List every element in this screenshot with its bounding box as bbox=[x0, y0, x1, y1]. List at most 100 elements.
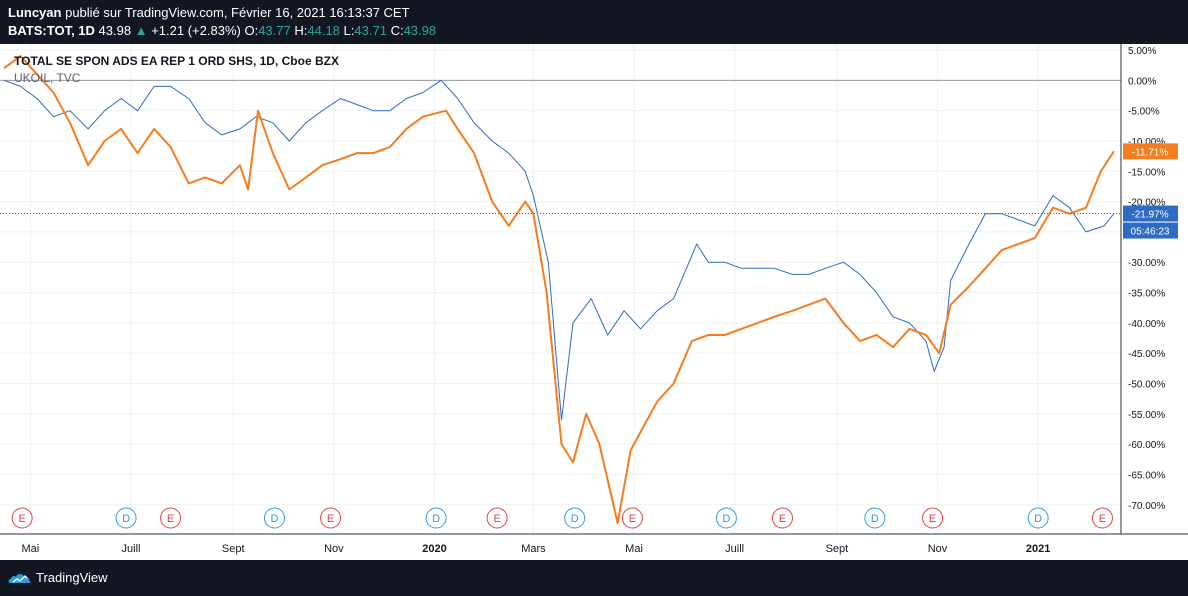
x-tick-label: Nov bbox=[928, 543, 948, 555]
x-tick-label: Mai bbox=[22, 543, 40, 555]
earnings-marker[interactable]: E bbox=[486, 507, 508, 529]
marker-circle bbox=[320, 507, 342, 529]
marker-letter: D bbox=[432, 513, 440, 525]
dividend-marker[interactable]: D bbox=[715, 507, 737, 529]
price-axis[interactable]: 5.00%0.00%-5.00%-10.00%-15.00%-20.00%-25… bbox=[1128, 46, 1165, 512]
marker-letter: D bbox=[871, 513, 879, 525]
legend-compare[interactable]: UKOIL, TVC bbox=[14, 71, 81, 85]
earnings-marker[interactable]: E bbox=[1091, 507, 1113, 529]
dividend-marker[interactable]: D bbox=[1027, 507, 1049, 529]
published-text: publié sur TradingView.com, Février 16, … bbox=[65, 5, 410, 20]
marker-letter: E bbox=[629, 513, 636, 525]
dividend-marker[interactable]: D bbox=[864, 507, 886, 529]
marker-letter: D bbox=[571, 513, 579, 525]
up-arrow-icon: ▲ bbox=[134, 23, 148, 38]
ukoil-last-value: -11.71% bbox=[1132, 147, 1169, 158]
marker-letter: D bbox=[722, 513, 730, 525]
countdown-value: 05:46:23 bbox=[1131, 227, 1170, 238]
y-tick-label: -5.00% bbox=[1128, 107, 1160, 118]
low-value: 43.71 bbox=[354, 23, 387, 38]
earnings-marker[interactable]: E bbox=[160, 507, 182, 529]
marker-letter: D bbox=[271, 513, 279, 525]
total-last-value: -21.97% bbox=[1131, 210, 1168, 221]
symbol-label: BATS:TOT, 1D bbox=[8, 23, 95, 38]
earnings-marker[interactable]: E bbox=[922, 507, 944, 529]
price-value: 43.98 bbox=[98, 23, 132, 38]
y-tick-label: -55.00% bbox=[1128, 410, 1165, 421]
x-tick-label: Juill bbox=[122, 543, 141, 555]
series-lines bbox=[0, 55, 1121, 524]
time-axis[interactable]: Mai Juill Sept Nov 2020 Mars Mai Juill Sept Nov 20… bbox=[22, 543, 1051, 555]
tradingview-cloud-icon bbox=[8, 573, 31, 583]
marker-circle bbox=[1091, 507, 1113, 529]
marker-letter: E bbox=[493, 513, 500, 525]
earnings-marker[interactable]: E bbox=[771, 507, 793, 529]
y-tick-label: 0.00% bbox=[1128, 76, 1156, 87]
y-tick-label: -35.00% bbox=[1128, 289, 1165, 300]
marker-circle bbox=[621, 507, 643, 529]
dividend-marker[interactable]: D bbox=[115, 507, 137, 529]
change-value: +1.21 (+2.83%) bbox=[151, 23, 241, 38]
ohlc-line: BATS:TOT, 1D 43.98 ▲ +1.21 (+2.83%) O:43… bbox=[8, 23, 436, 38]
marker-circle bbox=[263, 507, 285, 529]
marker-circle bbox=[425, 507, 447, 529]
y-tick-label: -60.00% bbox=[1128, 440, 1165, 451]
y-tick-label: -15.00% bbox=[1128, 167, 1165, 178]
x-tick-label: 2021 bbox=[1026, 543, 1050, 555]
marker-circle bbox=[160, 507, 182, 529]
marker-letter: E bbox=[327, 513, 334, 525]
marker-circle bbox=[115, 507, 137, 529]
x-tick-label: Nov bbox=[324, 543, 344, 555]
marker-letter: E bbox=[1099, 513, 1106, 525]
x-tick-label: Sept bbox=[222, 543, 245, 555]
marker-circle bbox=[771, 507, 793, 529]
marker-letter: E bbox=[167, 513, 174, 525]
legend-main[interactable]: TOTAL SE SPON ADS EA REP 1 ORD SHS, 1D, … bbox=[14, 54, 339, 68]
series-line-total bbox=[3, 79, 1115, 421]
y-tick-label: -20.00% bbox=[1128, 198, 1165, 209]
y-tick-label: -65.00% bbox=[1128, 470, 1165, 481]
earnings-marker[interactable]: E bbox=[621, 507, 643, 529]
last-value-labels: -11.71% -21.97% 05:46:23 bbox=[1123, 143, 1178, 239]
dividend-marker[interactable]: D bbox=[425, 507, 447, 529]
marker-circle bbox=[922, 507, 944, 529]
close-value: 43.98 bbox=[403, 23, 437, 38]
publish-line: Luncyan publié sur TradingView.com, Févr… bbox=[8, 5, 410, 20]
marker-letter: E bbox=[18, 513, 25, 525]
open-value: 43.77 bbox=[258, 23, 291, 38]
close-label: C: bbox=[390, 23, 404, 38]
series-line-ukoil bbox=[3, 55, 1115, 524]
marker-letter: D bbox=[122, 513, 130, 525]
y-tick-label: -40.00% bbox=[1128, 319, 1165, 330]
high-label: H: bbox=[294, 23, 308, 38]
x-tick-label: Mai bbox=[625, 543, 643, 555]
marker-circle bbox=[864, 507, 886, 529]
footer-bar: TradingView bbox=[0, 560, 1188, 596]
x-tick-label: Mars bbox=[521, 543, 546, 555]
marker-letter: E bbox=[929, 513, 936, 525]
header-bar: Luncyan publié sur TradingView.com, Févr… bbox=[0, 0, 1188, 44]
marker-circle bbox=[564, 507, 586, 529]
x-tick-label: Juill bbox=[725, 543, 744, 555]
earnings-marker[interactable]: E bbox=[11, 507, 33, 529]
author-name[interactable]: Luncyan bbox=[8, 5, 62, 20]
y-tick-label: 5.00% bbox=[1128, 46, 1156, 57]
dividend-marker[interactable]: D bbox=[564, 507, 586, 529]
dividend-marker[interactable]: D bbox=[263, 507, 285, 529]
y-tick-label: -10.00% bbox=[1128, 137, 1165, 148]
earnings-marker[interactable]: E bbox=[320, 507, 342, 529]
y-tick-label: -50.00% bbox=[1128, 380, 1165, 391]
x-tick-label: Sept bbox=[826, 543, 849, 555]
countdown-badge bbox=[1123, 222, 1178, 239]
high-value: 44.18 bbox=[307, 23, 340, 38]
total-last-badge bbox=[1123, 205, 1178, 222]
y-tick-label: -70.00% bbox=[1128, 501, 1165, 512]
tradingview-logo[interactable]: TradingView bbox=[8, 570, 108, 585]
marker-letter: D bbox=[1034, 513, 1042, 525]
y-tick-label: -30.00% bbox=[1128, 258, 1165, 269]
marker-circle bbox=[11, 507, 33, 529]
low-label: L: bbox=[343, 23, 355, 38]
